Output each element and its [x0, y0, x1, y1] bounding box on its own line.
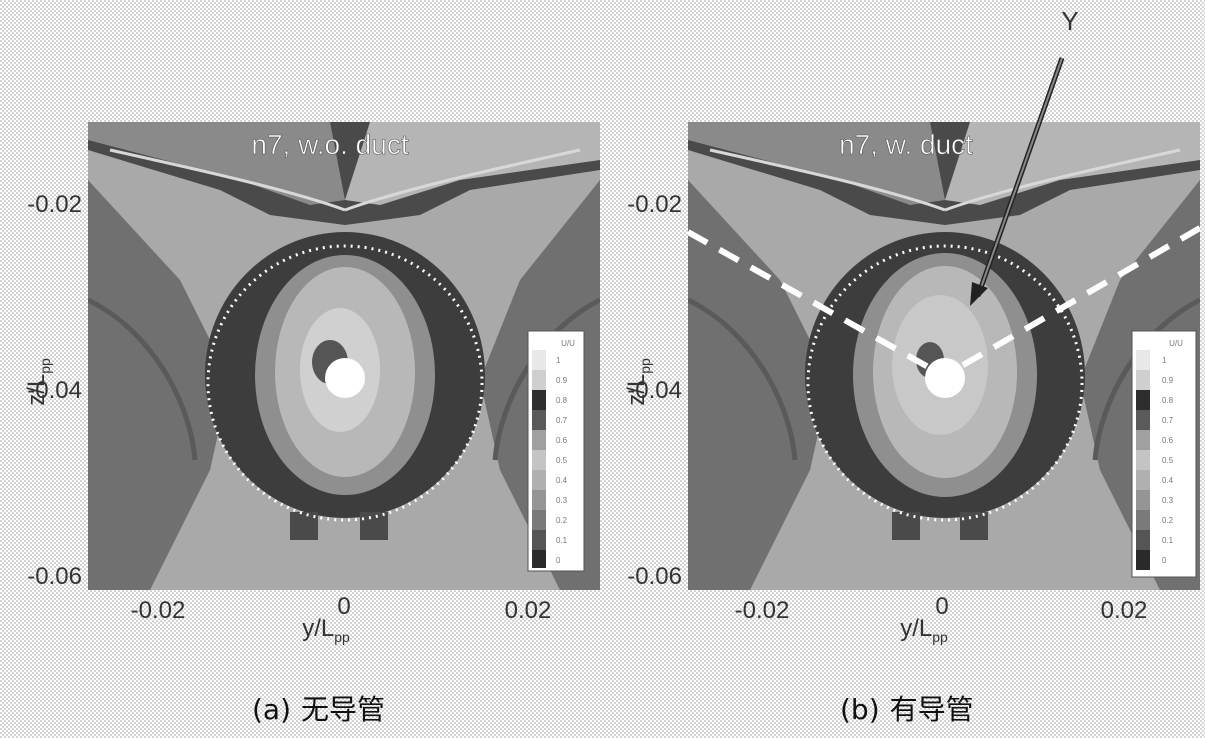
colorbar-title-a: U/U — [561, 339, 575, 348]
caption-a-prefix: (a) — [252, 693, 292, 726]
colorbar-label: 0.8 — [1162, 396, 1174, 405]
colorbar-label: 0.6 — [556, 436, 568, 445]
colorbar-label: 0.7 — [556, 416, 568, 425]
colorbar-label: 1 — [556, 356, 561, 365]
y-tick-label: -0.02 — [627, 191, 682, 218]
colorbar-label: 0.3 — [1162, 496, 1174, 505]
contour-plot-a — [88, 122, 600, 590]
colorbar-label: 0 — [556, 556, 561, 565]
y-tick-label: -0.06 — [627, 563, 682, 590]
x-tick-label: 0.02 — [1101, 597, 1148, 624]
annotation-label-y: Y — [1061, 6, 1078, 36]
contour-plot-b — [688, 122, 1200, 590]
colorbar-swatches-a — [532, 350, 546, 568]
y-tick-label: -0.02 — [27, 191, 82, 218]
plot-title-b: n7, w. duct — [839, 129, 973, 160]
colorbar-label: 0.4 — [556, 476, 568, 485]
x-axis-label-b: y/Lpp — [900, 615, 948, 645]
plot-title-a: n7, w.o. duct — [251, 129, 408, 160]
y-tick-label: -0.04 — [627, 377, 682, 404]
y-tick-label: -0.06 — [27, 563, 82, 590]
y-axis-label-b: z/Lpp — [623, 358, 653, 406]
colorbar-label: 0 — [1162, 556, 1167, 565]
colorbar-labels-a: 1 0.9 0.8 0.7 0.6 0.5 0.4 0.3 0.2 0.1 0 — [556, 356, 568, 565]
caption-b-text: 有导管 — [889, 693, 974, 726]
x-tick-label: -0.02 — [735, 597, 790, 624]
panel-a: U/U 1 0.9 0.8 0.7 0.6 0.5 0.4 0.3 0.2 0.… — [23, 122, 600, 645]
x-tick-label: -0.02 — [131, 597, 186, 624]
colorbar-label: 0.5 — [1162, 456, 1174, 465]
colorbar-label: 0.9 — [1162, 376, 1174, 385]
x-tick-label: 0.02 — [505, 597, 552, 624]
colorbar-label: 0.6 — [1162, 436, 1174, 445]
colorbar-label: 0.2 — [1162, 516, 1174, 525]
colorbar-label: 0.7 — [1162, 416, 1174, 425]
y-axis-label-a: z/Lpp — [23, 358, 53, 406]
caption-b-prefix: (b) — [840, 693, 880, 726]
colorbar-label: 0.5 — [556, 456, 568, 465]
colorbar-swatches-b — [1136, 350, 1150, 570]
x-axis-label-a: y/Lpp — [302, 615, 350, 645]
colorbar-label: 0.2 — [556, 516, 568, 525]
panel-b: U/U 1 0.9 0.8 0.7 0.6 0.5 0.4 0.3 0.2 0.… — [623, 6, 1200, 645]
colorbar-label: 0.9 — [556, 376, 568, 385]
caption-a-text: 无导管 — [301, 693, 386, 726]
colorbar-label: 0.8 — [556, 396, 568, 405]
x-tick-label: 0 — [337, 593, 350, 620]
caption-b: (b) 有导管 — [840, 688, 984, 726]
colorbar-title-b: U/U — [1169, 339, 1183, 348]
annotation-arrowhead — [970, 282, 988, 306]
colorbar-label: 0.1 — [556, 536, 568, 545]
y-tick-label: -0.04 — [27, 377, 82, 404]
colorbar-label: 0.1 — [1162, 536, 1174, 545]
caption-a: (a) 无导管 — [252, 688, 395, 726]
colorbar-label: 0.4 — [1162, 476, 1174, 485]
colorbar-labels-b: 1 0.9 0.8 0.7 0.6 0.5 0.4 0.3 0.2 0.1 0 — [1162, 356, 1174, 565]
colorbar-label: 0.3 — [556, 496, 568, 505]
x-tick-label: 0 — [935, 593, 948, 620]
colorbar-label: 1 — [1162, 356, 1167, 365]
